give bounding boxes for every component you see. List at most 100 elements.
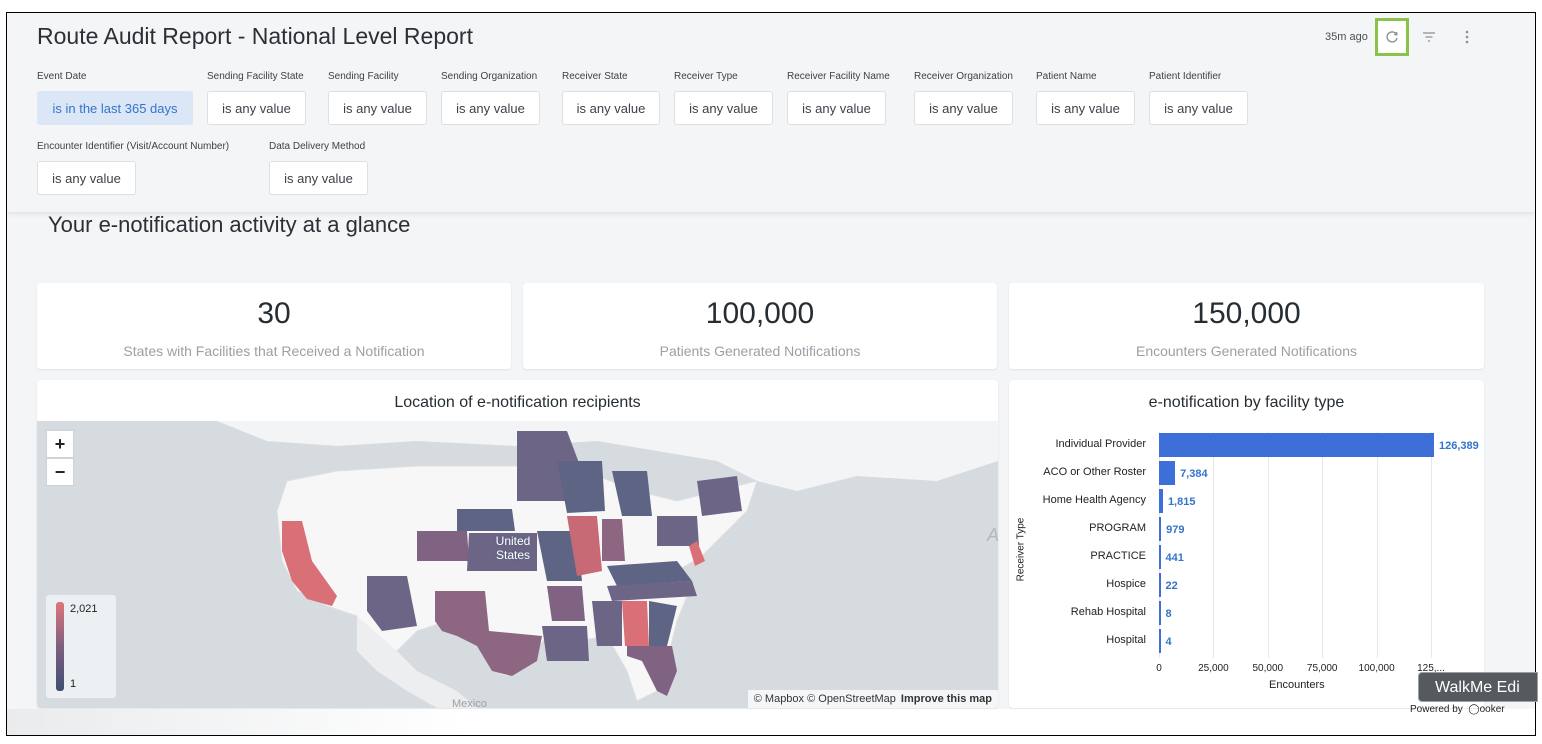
bar[interactable] bbox=[1159, 601, 1161, 625]
map-title: Location of e-notification recipients bbox=[394, 394, 641, 411]
attribution-text: © Mapbox © OpenStreetMap bbox=[753, 693, 896, 705]
filter-encounter-identifier[interactable]: is any value bbox=[37, 161, 136, 195]
filter-receiver-facility-name[interactable]: is any value bbox=[787, 91, 886, 125]
state-texas[interactable] bbox=[435, 591, 542, 676]
filter-patient-identifier[interactable]: is any value bbox=[1149, 91, 1248, 125]
improve-map-link[interactable]: Improve this map bbox=[900, 693, 992, 705]
state-pennsylvania[interactable] bbox=[657, 516, 699, 546]
filter-receiver-organization[interactable]: is any value bbox=[914, 91, 1013, 125]
filter-receiver-state[interactable]: is any value bbox=[562, 91, 660, 125]
filter-label-sending-facility-state: Sending Facility State bbox=[207, 71, 304, 82]
bar-category-label: Hospice bbox=[1106, 578, 1146, 590]
state-maryland[interactable] bbox=[689, 541, 705, 566]
dashboard-frame: Route Audit Report - National Level Repo… bbox=[6, 12, 1536, 736]
filter-data-delivery-method[interactable]: is any value bbox=[269, 161, 368, 195]
state-nebraska[interactable] bbox=[417, 531, 469, 561]
state-arkansas[interactable] bbox=[547, 586, 585, 621]
bar-value-label: 126,389 bbox=[1439, 440, 1479, 452]
filter-sending-facility[interactable]: is any value bbox=[328, 91, 427, 125]
kpi-label: Encounters Generated Notifications bbox=[1135, 343, 1357, 359]
bar-value-label: 441 bbox=[1165, 552, 1184, 564]
partial-ocean-label: A bbox=[986, 525, 998, 545]
country-label: United States bbox=[488, 534, 538, 562]
last-refresh-time: 35m ago bbox=[1325, 31, 1368, 43]
bar-value-label: 7,384 bbox=[1180, 468, 1208, 480]
x-tick-label: 25,000 bbox=[1198, 663, 1229, 674]
filter-label-data-delivery-method: Data Delivery Method bbox=[269, 141, 366, 152]
filter-label-receiver-facility-name: Receiver Facility Name bbox=[787, 71, 890, 82]
state-mississippi[interactable] bbox=[592, 601, 622, 646]
kpi-tile-states[interactable]: 30 States with Facilities that Received … bbox=[37, 283, 511, 369]
dashboard-header: Route Audit Report - National Level Repo… bbox=[7, 13, 1535, 213]
state-indiana[interactable] bbox=[602, 519, 625, 561]
choropleth-map[interactable]: A Mexico United States + − 2,021 1 © Map… bbox=[37, 421, 998, 708]
state-illinois[interactable] bbox=[567, 516, 602, 576]
state-north-carolina[interactable] bbox=[607, 581, 697, 601]
powered-by: Powered by ◯ooker bbox=[1410, 704, 1505, 715]
filter-event-date[interactable]: is in the last 365 days bbox=[37, 91, 193, 125]
bar-category-label: Individual Provider bbox=[1055, 438, 1147, 450]
grid-line bbox=[1213, 432, 1215, 658]
state-alabama[interactable] bbox=[622, 601, 649, 646]
state-new-york[interactable] bbox=[697, 476, 742, 516]
state-michigan[interactable] bbox=[612, 471, 652, 516]
bar-category-label: Rehab Hospital bbox=[1070, 606, 1146, 618]
bar-value-label: 1,815 bbox=[1167, 496, 1196, 508]
country-label-line-2: States bbox=[495, 548, 531, 562]
zoom-in-button[interactable]: + bbox=[46, 430, 74, 458]
filter-icon bbox=[1423, 32, 1435, 42]
kpi-label: Patients Generated Notifications bbox=[659, 343, 861, 359]
map-canvas[interactable]: A Mexico bbox=[37, 421, 998, 708]
bar[interactable] bbox=[1159, 489, 1163, 513]
bar-category-label: PRACTICE bbox=[1090, 550, 1146, 562]
more-options-button[interactable] bbox=[1457, 25, 1477, 49]
bar[interactable] bbox=[1159, 629, 1161, 653]
dashboard-title: Route Audit Report - National Level Repo… bbox=[37, 23, 473, 49]
state-georgia[interactable] bbox=[649, 601, 677, 646]
state-missouri[interactable] bbox=[537, 531, 582, 581]
canada-land bbox=[217, 421, 998, 491]
filter-sending-facility-state[interactable]: is any value bbox=[207, 91, 306, 125]
state-arizona[interactable] bbox=[367, 576, 417, 631]
bar[interactable] bbox=[1159, 573, 1161, 597]
filter-patient-name[interactable]: is any value bbox=[1036, 91, 1135, 125]
x-tick-label: 100,000 bbox=[1358, 663, 1395, 674]
filter-label-patient-identifier: Patient Identifier bbox=[1149, 71, 1222, 82]
state-wisconsin[interactable] bbox=[557, 461, 605, 513]
kpi-value: 150,000 bbox=[1192, 297, 1301, 330]
state-louisiana[interactable] bbox=[542, 626, 589, 661]
state-kansas[interactable] bbox=[467, 533, 537, 571]
bar[interactable] bbox=[1159, 517, 1162, 541]
filter-toggle-button[interactable] bbox=[1417, 25, 1441, 49]
state-kentucky[interactable] bbox=[607, 561, 692, 586]
bar-value-label: 8 bbox=[1165, 608, 1172, 620]
state-florida[interactable] bbox=[627, 646, 677, 696]
state-south-dakota[interactable] bbox=[457, 509, 515, 531]
state-california[interactable] bbox=[282, 521, 337, 606]
filter-receiver-type[interactable]: is any value bbox=[674, 91, 773, 125]
looker-logo-icon: ◯ bbox=[1465, 704, 1480, 715]
x-tick-label: 75,000 bbox=[1306, 663, 1338, 674]
refresh-button[interactable] bbox=[1375, 18, 1409, 56]
filter-label-sending-facility: Sending Facility bbox=[328, 71, 399, 82]
bar[interactable] bbox=[1159, 461, 1176, 485]
kpi-tile-patients[interactable]: 100,000 Patients Generated Notifications bbox=[523, 283, 997, 369]
map-legend: 2,021 1 bbox=[46, 595, 116, 698]
country-label-line-1: United bbox=[495, 534, 531, 548]
bar-value-label: 4 bbox=[1165, 636, 1172, 648]
bar[interactable] bbox=[1159, 433, 1435, 457]
map-attribution: © Mapbox © OpenStreetMap Improve this ma… bbox=[747, 690, 998, 708]
filter-label-event-date: Event Date bbox=[37, 71, 87, 82]
filter-label-sending-organization: Sending Organization bbox=[441, 71, 538, 82]
bar[interactable] bbox=[1159, 545, 1161, 569]
more-vertical-icon bbox=[1465, 30, 1469, 44]
bottom-fade bbox=[7, 709, 1535, 735]
zoom-out-button[interactable]: − bbox=[46, 458, 74, 486]
walkme-editor-button[interactable]: WalkMe Edi bbox=[1418, 672, 1538, 702]
bar-category-label: ACO or Other Roster bbox=[1043, 466, 1146, 478]
kpi-label: States with Facilities that Received a N… bbox=[123, 343, 425, 359]
bar-chart-tile: e-notification by facility type Receiver… bbox=[1009, 380, 1484, 708]
kpi-tile-encounters[interactable]: 150,000 Encounters Generated Notificatio… bbox=[1009, 283, 1484, 369]
grid-line bbox=[1267, 432, 1269, 658]
filter-sending-organization[interactable]: is any value bbox=[441, 91, 540, 125]
